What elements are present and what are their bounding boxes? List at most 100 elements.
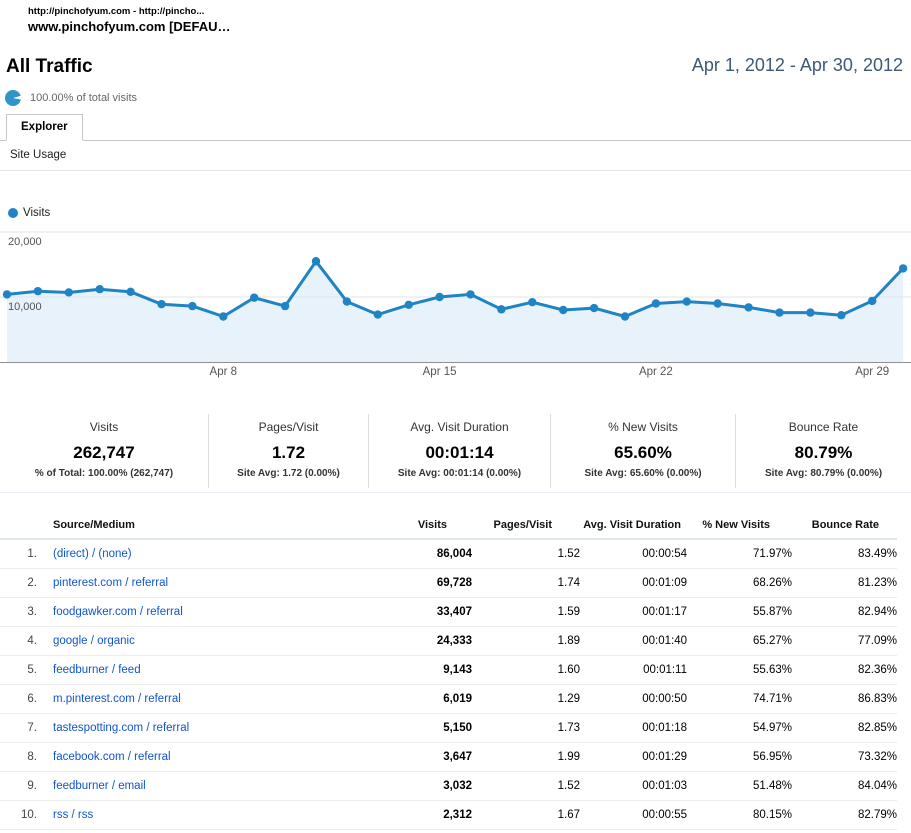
- x-axis-label: Apr 15: [422, 366, 457, 378]
- percent-new-visits-cell: 56.95%: [752, 751, 792, 763]
- column-header-pages-per-visit[interactable]: Pages/Visit: [493, 519, 553, 531]
- metric-label: Avg. Visit Duration: [410, 420, 509, 434]
- scorecard: Visits 262,747 % of Total: 100.00% (262,…: [0, 414, 911, 488]
- visits-cell: 3,647: [443, 751, 472, 763]
- pages-per-visit-cell: 1.74: [557, 577, 580, 589]
- bounce-rate-cell: 82.79%: [857, 809, 897, 821]
- pages-per-visit-cell: 1.52: [557, 780, 580, 792]
- table-row: 9. feedburner / email 3,032 1.52 00:01:03 51.…: [0, 772, 897, 801]
- column-header-avg-visit-duration[interactable]: Avg. Visit Duration: [583, 519, 681, 531]
- chart-x-axis: Apr 8 Apr 15 Apr 22 Apr 29: [0, 366, 911, 380]
- source-medium-link[interactable]: tastespotting.com / referral: [53, 722, 190, 734]
- tab-explorer[interactable]: Explorer: [6, 114, 83, 141]
- subtab-site-usage[interactable]: Site Usage: [10, 149, 67, 161]
- metric-percent-new-visits: % New Visits 65.60% Site Avg: 65.60% (0.…: [550, 414, 735, 488]
- source-medium-link[interactable]: feedburner / feed: [53, 664, 141, 676]
- row-rank: 10.: [21, 809, 37, 821]
- column-header-visits[interactable]: Visits: [417, 519, 447, 531]
- avg-visit-duration-cell: 00:01:29: [642, 751, 687, 763]
- metric-label: Visits: [89, 420, 119, 434]
- metric-value: 80.79%: [794, 443, 853, 462]
- visits-cell: 6,019: [443, 693, 472, 705]
- table-row: 7. tastespotting.com / referral 5,150 1.73 0…: [0, 714, 897, 743]
- row-rank: 2.: [27, 577, 37, 589]
- table-row: 3. foodgawker.com / referral 33,407 1.59 00:…: [0, 598, 897, 627]
- table-row: 2. pinterest.com / referral 69,728 1.74 00:0…: [0, 569, 897, 598]
- avg-visit-duration-cell: 00:01:09: [642, 577, 687, 589]
- avg-visit-duration-cell: 00:00:50: [642, 693, 687, 705]
- table-row: 4. google / organic 24,333 1.89 00:01:40 65.2…: [0, 627, 897, 656]
- source-medium-link[interactable]: google / organic: [53, 635, 135, 647]
- visits-area-chart-svg[interactable]: 20,000 10,000: [0, 225, 911, 362]
- metric-value: 1.72: [271, 443, 306, 462]
- row-rank: 9.: [27, 780, 37, 792]
- chart-legend: Visits: [8, 207, 50, 219]
- visits-cell: 33,407: [436, 606, 472, 618]
- table-header-row: Source/Medium Visits Pages/Visit Avg. Vi…: [0, 512, 897, 540]
- row-rank: 1.: [27, 548, 37, 560]
- visits-cell: 24,333: [436, 635, 472, 647]
- pages-per-visit-cell: 1.59: [557, 606, 580, 618]
- pages-per-visit-cell: 1.52: [557, 548, 580, 560]
- subtab-divider: [0, 170, 911, 171]
- table-row: 10. rss / rss 2,312 1.67 00:00:55 80.15% 82.79…: [0, 801, 897, 830]
- metric-subtext: % of Total: 100.00% (262,747): [34, 468, 174, 479]
- percent-new-visits-cell: 80.15%: [752, 809, 792, 821]
- metric-label: % New Visits: [608, 420, 678, 434]
- bounce-rate-cell: 84.04%: [857, 780, 897, 792]
- source-cell: foodgawker.com / referral: [40, 606, 370, 618]
- avg-visit-duration-cell: 00:01:11: [643, 664, 687, 676]
- visits-cell: 86,004: [436, 548, 472, 560]
- visits-scope: 100.00% of total visits: [5, 90, 137, 106]
- pie-chart-icon: [5, 90, 21, 106]
- visits-timeseries-chart[interactable]: 20,000 10,000: [0, 225, 911, 363]
- percent-new-visits-cell: 55.87%: [752, 606, 792, 618]
- source-cell: google / organic: [40, 635, 370, 647]
- percent-new-visits-cell: 68.26%: [752, 577, 792, 589]
- metric-label: Bounce Rate: [788, 420, 859, 434]
- percent-new-visits-cell: 65.27%: [752, 635, 792, 647]
- column-header-percent-new-visits[interactable]: % New Visits: [702, 519, 770, 531]
- percent-new-visits-cell: 74.71%: [752, 693, 792, 705]
- column-header-bounce-rate[interactable]: Bounce Rate: [811, 519, 879, 531]
- source-medium-link[interactable]: facebook.com / referral: [53, 751, 171, 763]
- metric-value: 65.60%: [614, 443, 672, 462]
- table-row: 5. feedburner / feed 9,143 1.60 00:01:11 55.6…: [0, 656, 897, 685]
- row-rank: 3.: [27, 606, 37, 618]
- source-cell: pinterest.com / referral: [40, 577, 370, 589]
- visits-cell: 3,032: [443, 780, 472, 792]
- section-divider: [0, 492, 911, 493]
- source-medium-link[interactable]: m.pinterest.com / referral: [53, 693, 181, 705]
- pages-per-visit-cell: 1.73: [557, 722, 580, 734]
- source-medium-link[interactable]: (direct) / (none): [53, 548, 132, 560]
- pages-per-visit-cell: 1.89: [557, 635, 580, 647]
- metric-subtext: Site Avg: 65.60% (0.00%): [584, 468, 702, 479]
- row-rank: 7.: [27, 722, 37, 734]
- source-medium-link[interactable]: pinterest.com / referral: [53, 577, 169, 589]
- source-cell: rss / rss: [40, 809, 370, 821]
- y-axis-label: 20,000: [8, 236, 42, 248]
- source-medium-link[interactable]: feedburner / email: [53, 780, 146, 792]
- avg-visit-duration-cell: 00:00:55: [642, 809, 687, 821]
- date-range-selector[interactable]: Apr 1, 2012 - Apr 30, 2012: [691, 55, 903, 75]
- source-cell: feedburner / feed: [40, 664, 370, 676]
- avg-visit-duration-cell: 00:01:18: [642, 722, 687, 734]
- metric-pages-per-visit: Pages/Visit 1.72 Site Avg: 1.72 (0.00%): [208, 414, 368, 488]
- y-axis-label: 10,000: [8, 301, 42, 313]
- bounce-rate-cell: 81.23%: [857, 577, 897, 589]
- pages-per-visit-cell: 1.60: [557, 664, 580, 676]
- pages-per-visit-cell: 1.99: [557, 751, 580, 763]
- source-cell: facebook.com / referral: [40, 751, 370, 763]
- metric-value: 00:01:14: [425, 443, 494, 462]
- bounce-rate-cell: 77.09%: [857, 635, 897, 647]
- source-medium-link[interactable]: rss / rss: [53, 809, 94, 821]
- page-title: All Traffic: [6, 56, 93, 77]
- profile-name-text: www.pinchofyum.com [DEFAU…: [28, 19, 231, 34]
- x-axis-label: Apr 8: [209, 366, 238, 378]
- source-medium-link[interactable]: foodgawker.com / referral: [53, 606, 183, 618]
- visits-cell: 69,728: [436, 577, 472, 589]
- metric-bounce-rate: Bounce Rate 80.79% Site Avg: 80.79% (0.0…: [735, 414, 911, 488]
- column-header-source-medium[interactable]: Source/Medium: [53, 519, 135, 531]
- percent-new-visits-cell: 71.97%: [752, 548, 792, 560]
- percent-new-visits-cell: 51.48%: [752, 780, 792, 792]
